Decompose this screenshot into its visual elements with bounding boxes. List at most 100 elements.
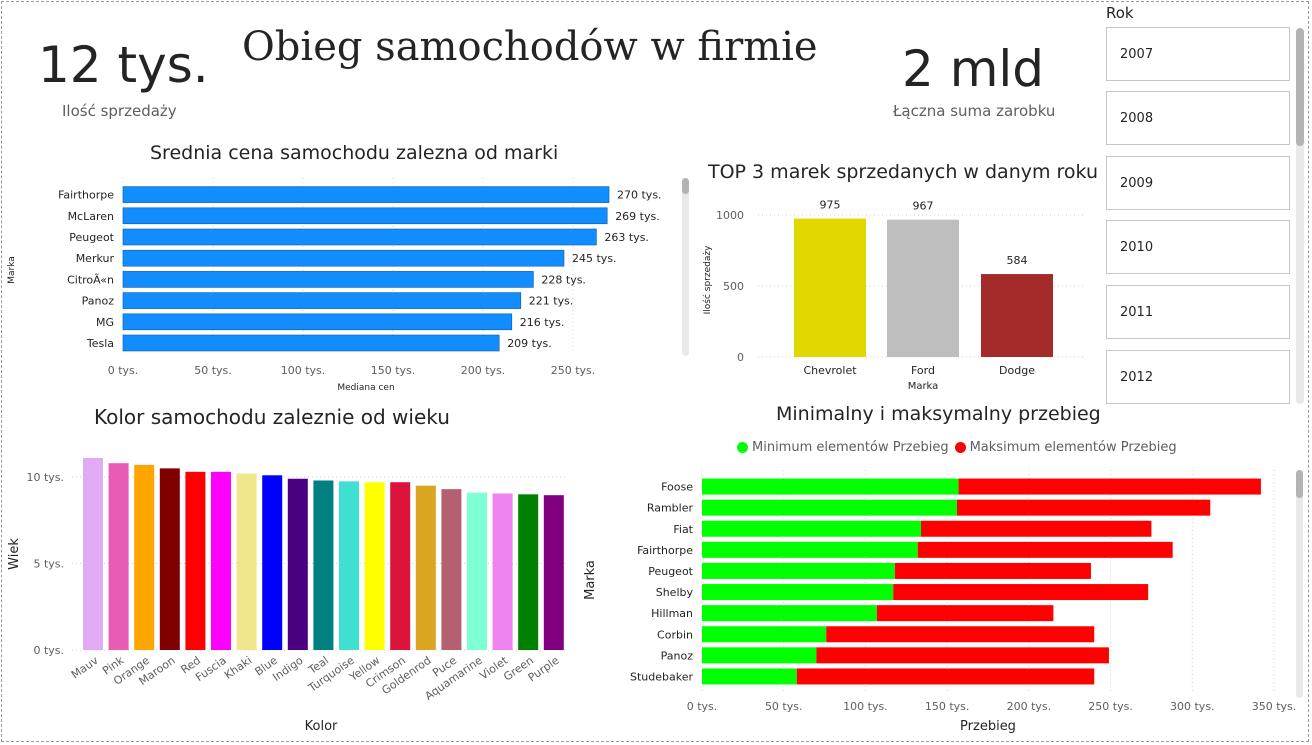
legend-marker-maximum [954, 442, 966, 453]
bar-fiat-max [920, 520, 1152, 537]
x-tick-label: 300 tys. [1170, 700, 1215, 713]
x-axis-title: Przebieg [960, 719, 1016, 734]
y-tick-label: Panoz [82, 295, 115, 308]
slicer-item-2009[interactable]: 2009 [1106, 156, 1290, 210]
y-axis-title: Marka [7, 256, 17, 284]
bar-peugeot-max [894, 562, 1091, 579]
kpi-sales-label: Ilość sprzedaży [62, 102, 177, 120]
bar-citro-n [122, 271, 534, 288]
bar-panoz [122, 292, 522, 309]
bar-tesla [122, 334, 500, 352]
x-axis-title: Marka [908, 381, 939, 392]
bar-studebaker-min [702, 668, 797, 685]
bar-mclaren [122, 207, 608, 225]
bar-fiat-min [702, 520, 921, 537]
x-axis-title: Kolor [305, 719, 338, 734]
data-label: 216 tys. [520, 316, 565, 329]
bar-peugeot-min [702, 562, 895, 579]
y-tick-label: Foose [661, 481, 693, 494]
legend-item-minimum[interactable]: Minimum elementów Przebieg [737, 440, 949, 455]
bar-orange [134, 464, 155, 650]
x-tick-label: Indigo [270, 654, 306, 684]
x-tick-label: Chevrolet [803, 364, 857, 377]
bar-corbin-max [826, 626, 1095, 643]
bar-ford [887, 219, 959, 357]
bar-shelby-min [702, 584, 894, 601]
y-tick-label: 0 tys. [33, 644, 64, 657]
y-tick-label: MG [96, 316, 114, 329]
bar-indigo [287, 478, 308, 650]
y-tick-label: McLaren [68, 210, 114, 223]
bar-fairthorpe-max [917, 541, 1173, 558]
bar-chevrolet [794, 218, 866, 357]
y-tick-label: Studebaker [630, 670, 693, 683]
x-tick-label: Mauv [69, 654, 101, 682]
slicer-item-2010[interactable]: 2010 [1106, 220, 1290, 274]
y-tick-label: 10 tys. [26, 471, 64, 484]
mileage-chart-title: Minimalny i maksymalny przebieg [776, 403, 1101, 425]
x-tick-label: Khaki [222, 654, 254, 682]
y-axis-title: Wiek [7, 538, 22, 570]
page-title: Obieg samochodów w firmie [242, 24, 818, 70]
bar-foose-max [958, 478, 1261, 495]
bar-violet [492, 493, 513, 650]
y-tick-label: Fairthorpe [637, 544, 693, 557]
bar-pink [108, 463, 129, 650]
bar-fairthorpe-min [702, 541, 918, 558]
x-tick-label: 100 tys. [843, 700, 888, 713]
x-tick-label: 150 tys. [925, 700, 970, 713]
top3-chart-title: TOP 3 marek sprzedanych w danym roku [708, 161, 1099, 183]
chart-scrollbar-thumb [682, 178, 689, 194]
y-tick-label: Peugeot [648, 565, 693, 578]
kpi-sales-value: 12 tys. [38, 36, 209, 94]
x-tick-label: 50 tys. [765, 700, 803, 713]
kpi-revenue-label: Łączna suma zarobku [893, 102, 1056, 120]
slicer-scrollbar-thumb[interactable] [1296, 28, 1304, 146]
mileage-chart: 0 tys. 50 tys. 100 tys. 150 tys. 200 tys. 250… [583, 470, 1303, 734]
slicer-item-2007[interactable]: 2007 [1106, 27, 1290, 81]
bar-puce [441, 489, 462, 650]
slicer-item-2011[interactable]: 2011 [1106, 285, 1290, 339]
data-label: 584 [1007, 254, 1028, 267]
data-label: 245 tys. [572, 252, 617, 265]
x-axis-title: Mediana cen [337, 383, 394, 393]
bar-fuscia [211, 471, 231, 650]
x-tick-label: 250 tys. [1088, 700, 1133, 713]
bar-hillman-min [702, 605, 877, 622]
bar-crimson [390, 482, 411, 650]
bar-mg [122, 313, 513, 331]
legend-item-maximum[interactable]: Maksimum elementów Przebieg [954, 440, 1177, 455]
x-tick-label: 100 tys. [281, 364, 326, 377]
bar-foose-min [702, 478, 959, 495]
x-tick-label: 200 tys. [1007, 700, 1052, 713]
y-tick-label: Merkur [76, 252, 115, 265]
data-label: 269 tys. [615, 210, 660, 223]
mileage-legend: Minimum elementów Przebieg Maksimum elem… [737, 440, 1177, 455]
y-tick-label: Peugeot [69, 231, 114, 244]
y-axis-title: Marka [583, 560, 598, 600]
x-tick-label: 0 tys. [108, 364, 139, 377]
x-tick-label: 250 tys. [551, 364, 596, 377]
bar-turquoise [339, 481, 359, 650]
x-tick-label: 200 tys. [461, 364, 506, 377]
bar-dodge [981, 274, 1053, 357]
bar-purple [543, 495, 564, 650]
x-tick-label: 50 tys. [194, 364, 232, 377]
y-tick-label: Fiat [673, 523, 693, 536]
bar-peugeot [122, 228, 597, 246]
y-tick-label: Rambler [647, 502, 694, 515]
slicer-scrollbar[interactable] [1296, 28, 1304, 404]
bar-shelby-max [893, 584, 1149, 601]
avg-price-chart: 0 tys. 50 tys. 100 tys. 150 tys. 200 tys. 250… [7, 178, 689, 393]
y-tick-label: 500 [723, 280, 744, 293]
slicer-item-2012[interactable]: 2012 [1106, 350, 1290, 404]
legend-label-minimum: Minimum elementów Przebieg [752, 440, 949, 455]
bar-khaki [236, 473, 257, 650]
y-tick-label: Panoz [661, 649, 694, 662]
y-tick-label: 5 tys. [33, 558, 64, 571]
chart-scrollbar-thumb [1296, 470, 1303, 498]
slicer-item-2008[interactable]: 2008 [1106, 91, 1290, 145]
legend-label-maximum: Maksimum elementów Przebieg [969, 440, 1177, 455]
